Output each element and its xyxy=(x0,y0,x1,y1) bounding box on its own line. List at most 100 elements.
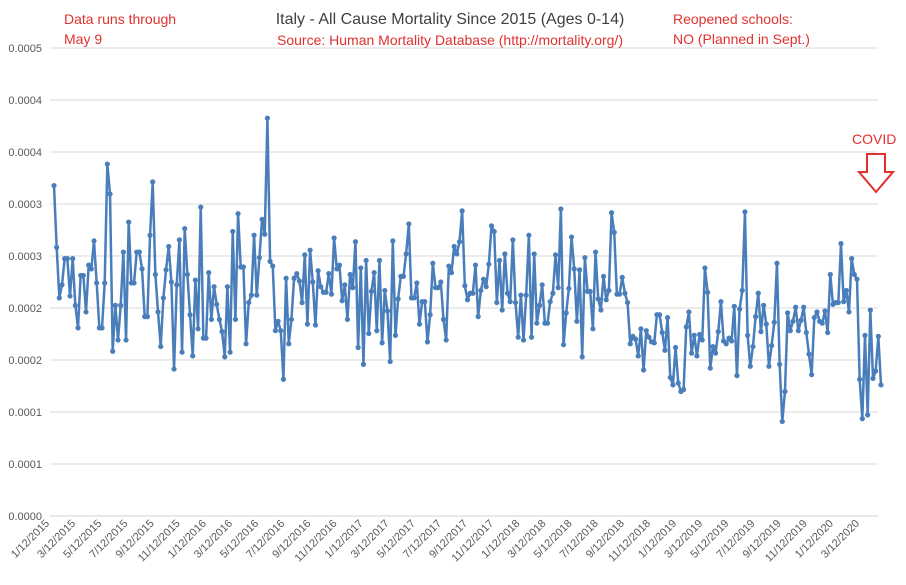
data-point xyxy=(814,309,820,315)
data-point xyxy=(334,266,340,272)
data-point xyxy=(795,328,801,334)
data-point xyxy=(318,284,324,290)
data-point xyxy=(606,287,612,294)
data-point xyxy=(120,249,126,255)
data-point xyxy=(841,299,847,305)
data-point xyxy=(262,231,268,237)
data-point xyxy=(299,299,305,306)
data-point xyxy=(475,314,481,320)
data-point xyxy=(80,272,86,279)
data-point xyxy=(363,257,369,264)
data-point xyxy=(531,251,537,257)
data-point xyxy=(798,317,804,323)
data-point xyxy=(488,223,495,229)
data-point xyxy=(878,382,884,388)
data-point xyxy=(702,265,708,271)
data-point xyxy=(211,284,217,290)
data-point xyxy=(83,309,89,315)
data-point xyxy=(243,341,249,347)
data-point xyxy=(523,292,529,298)
data-point xyxy=(822,308,828,314)
data-point xyxy=(222,354,228,360)
data-point xyxy=(254,292,260,298)
data-point xyxy=(286,341,292,347)
data-point xyxy=(400,273,407,279)
y-tick-label: 0.0002 xyxy=(8,303,42,315)
data-point xyxy=(590,326,596,332)
data-point xyxy=(478,287,484,294)
data-point xyxy=(520,337,527,343)
data-point xyxy=(774,260,780,266)
data-point xyxy=(136,249,142,255)
data-point xyxy=(870,375,876,382)
data-point xyxy=(555,285,561,291)
data-point xyxy=(371,270,377,276)
data-point xyxy=(771,319,777,325)
data-point xyxy=(486,261,492,267)
data-point xyxy=(139,266,145,272)
data-point xyxy=(184,271,190,278)
covid-arrow xyxy=(856,153,896,194)
data-point xyxy=(550,290,556,296)
data-point xyxy=(803,329,809,336)
data-point xyxy=(270,263,276,269)
data-point xyxy=(99,325,105,331)
data-point xyxy=(750,343,756,350)
data-point xyxy=(366,330,372,337)
data-point xyxy=(688,350,695,356)
data-point xyxy=(267,258,273,265)
data-point xyxy=(635,353,641,359)
data-point xyxy=(552,252,559,258)
chart-title-block: Italy - All Cause Mortality Since 2015 (… xyxy=(230,10,670,50)
data-point xyxy=(115,337,121,343)
data-point xyxy=(838,241,844,247)
data-point xyxy=(587,288,593,294)
data-point xyxy=(387,358,393,365)
data-point xyxy=(307,247,313,253)
data-point xyxy=(232,316,239,323)
data-point xyxy=(494,299,500,306)
data-point xyxy=(310,279,316,285)
data-point xyxy=(782,388,788,395)
reopened-schools-note: Reopened schools: NO (Planned in Sept.) xyxy=(673,9,810,49)
data-point xyxy=(411,295,417,301)
data-point xyxy=(718,299,724,305)
data-point xyxy=(672,344,679,351)
data-point xyxy=(190,353,196,359)
data-point xyxy=(168,279,174,285)
data-point xyxy=(155,309,161,315)
data-point xyxy=(739,287,745,294)
data-point xyxy=(592,249,599,255)
data-point xyxy=(867,307,873,313)
data-point xyxy=(857,376,863,382)
data-point xyxy=(347,271,353,278)
data-point xyxy=(144,314,150,320)
data-point xyxy=(358,265,364,271)
data-point xyxy=(819,320,825,326)
data-point xyxy=(438,279,444,285)
data-point xyxy=(640,367,647,373)
data-point xyxy=(251,232,257,238)
data-point xyxy=(198,204,204,210)
data-point xyxy=(875,333,881,339)
data-point xyxy=(699,337,705,343)
data-point xyxy=(248,292,255,298)
y-tick-label: 0.0003 xyxy=(8,251,42,263)
data-point xyxy=(600,273,607,279)
data-point xyxy=(675,380,681,386)
data-point xyxy=(646,334,652,340)
data-point xyxy=(539,282,545,288)
data-point xyxy=(278,328,284,334)
data-point xyxy=(91,238,97,244)
data-point xyxy=(110,348,116,354)
data-point xyxy=(126,219,132,225)
data-point xyxy=(779,418,785,425)
data-point xyxy=(192,277,198,283)
data-point xyxy=(414,280,420,286)
data-point xyxy=(507,299,513,305)
data-point xyxy=(430,260,436,266)
data-point xyxy=(502,251,508,257)
data-point xyxy=(350,285,356,291)
data-point xyxy=(729,338,735,344)
data-point xyxy=(787,328,793,334)
